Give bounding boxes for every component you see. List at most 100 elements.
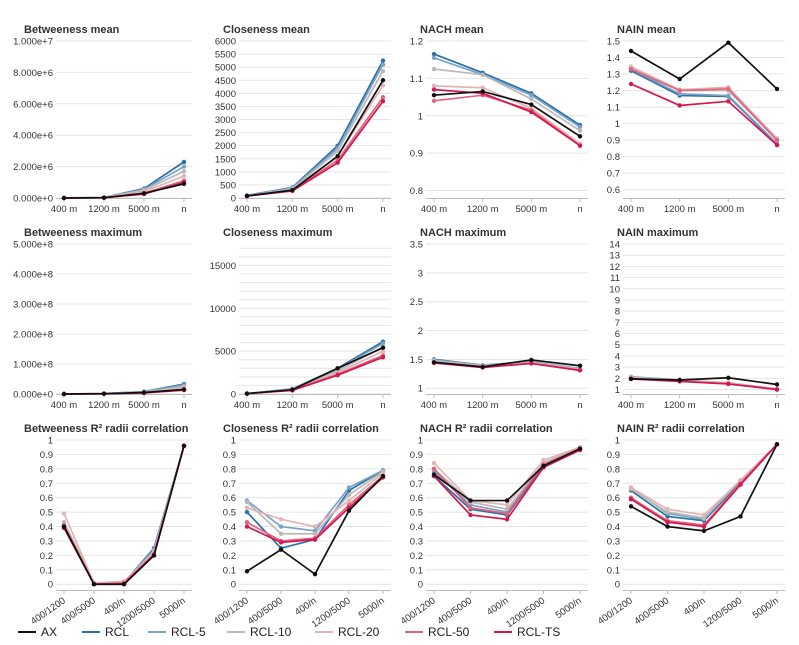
chart-panel: Closeness mean 0 500 1000 1500 2000 2500 3000 35… bbox=[215, 24, 391, 215]
data-point-ax bbox=[181, 387, 187, 392]
y-tick-label: 0.4 bbox=[40, 522, 53, 533]
data-point-rcl-50 bbox=[431, 466, 437, 472]
y-tick-label: 8.000e+6 bbox=[13, 68, 53, 79]
legend-label: RCL-20 bbox=[338, 625, 380, 639]
legend-item-rcl-5: RCL-5 bbox=[148, 624, 206, 640]
y-tick-label: 0.6 bbox=[410, 493, 423, 504]
data-point-rcl-50 bbox=[628, 66, 634, 72]
y-tick-label: 1.5 bbox=[607, 37, 620, 48]
x-tick-label: 1200 m bbox=[88, 204, 120, 215]
panel-title: NAIN mean bbox=[617, 24, 676, 36]
y-tick-label: 1 bbox=[418, 384, 423, 395]
y-tick-label: 1 bbox=[418, 436, 423, 447]
data-point-rcl-ts bbox=[529, 109, 534, 115]
data-point-rcl-10 bbox=[346, 492, 352, 498]
series-line-rcl-5 bbox=[630, 443, 778, 521]
x-tick-label: 400 m bbox=[234, 400, 260, 411]
data-point-ax bbox=[290, 387, 295, 392]
data-point-ax bbox=[726, 375, 731, 380]
y-tick-label: 1.5 bbox=[410, 355, 423, 366]
data-point-rcl-20 bbox=[628, 485, 634, 490]
legend-item-rcl-10: RCL-10 bbox=[227, 624, 291, 640]
data-point-rcl bbox=[181, 159, 187, 165]
y-tick-label: 4 bbox=[615, 351, 620, 362]
data-point-ax bbox=[335, 153, 340, 159]
x-tick-label: 400/n bbox=[293, 595, 319, 618]
data-point-rcl-20 bbox=[380, 83, 386, 88]
data-point-rcl-5 bbox=[278, 524, 284, 529]
data-point-rcl-20 bbox=[480, 85, 485, 90]
series-line-ax bbox=[630, 41, 778, 90]
panel-title: NAIN R² radii correlation bbox=[617, 423, 745, 435]
data-point-rcl-20 bbox=[541, 457, 546, 463]
data-point-ax bbox=[61, 195, 67, 201]
series-line-rcl-5 bbox=[433, 57, 581, 128]
x-tick-label: 400 m bbox=[421, 400, 447, 411]
data-point-ax bbox=[480, 364, 485, 370]
y-tick-label: 0.9 bbox=[223, 450, 236, 461]
chart-panel: Betweeness mean 0.000e+0 2.000e+6 4.000e+6 6… bbox=[13, 24, 192, 215]
series-line-ax bbox=[433, 359, 581, 368]
y-tick-label: 1.000e+8 bbox=[13, 360, 53, 371]
data-point-rcl bbox=[431, 51, 437, 57]
x-tick-label: 5000 m bbox=[515, 204, 547, 215]
data-point-ax bbox=[431, 93, 437, 98]
data-point-ax bbox=[121, 582, 127, 587]
legend: AX RCL RCL-5 RCL-10 RCL-20 RCL-50 RCL-TS bbox=[0, 618, 799, 644]
data-point-rcl-50 bbox=[431, 98, 437, 104]
chart-panel: NAIN mean 0.6 0.7 0.8 0.9 1 1.1 1.2 1.3 1.4 1.5 400… bbox=[607, 24, 785, 215]
data-point-ax bbox=[726, 40, 731, 45]
data-point-ax bbox=[529, 102, 534, 107]
data-point-rcl-20 bbox=[504, 502, 510, 508]
panel-title: NACH mean bbox=[420, 24, 484, 36]
x-tick-label: n bbox=[181, 204, 186, 215]
series-line-rcl-ts bbox=[630, 378, 778, 391]
x-tick-label: 400 m bbox=[421, 204, 447, 215]
y-tick-label: 0.6 bbox=[223, 493, 236, 504]
y-tick-label: 2.000e+8 bbox=[13, 330, 53, 341]
y-tick-label: 3 bbox=[615, 363, 620, 374]
x-tick-label: n bbox=[380, 204, 385, 215]
x-tick-label: 5000 m bbox=[128, 400, 160, 411]
y-tick-label: 3500 bbox=[215, 102, 236, 113]
y-tick-label: 0.4 bbox=[223, 522, 236, 533]
data-point-rcl bbox=[380, 58, 386, 63]
data-point-ax bbox=[181, 443, 187, 448]
data-point-rcl-ts bbox=[278, 540, 284, 545]
series-line-ax bbox=[246, 79, 384, 197]
x-tick-label: 400 m bbox=[618, 204, 644, 215]
y-tick-label: 1500 bbox=[215, 154, 236, 165]
chart-panel: Betweeness R² radii correlation 0 0.1 0.2 0.… bbox=[24, 423, 192, 630]
y-tick-label: 5500 bbox=[215, 50, 236, 61]
y-tick-label: 0.7 bbox=[223, 479, 236, 490]
y-tick-label: 11 bbox=[610, 273, 620, 284]
legend-label: RCL-10 bbox=[250, 625, 292, 639]
series-line-rcl-ts bbox=[630, 83, 778, 146]
chart-panel: NACH mean 0.8 0.9 1 1.1 1.2 400 m 1200 m 5000 m n bbox=[410, 24, 588, 215]
y-tick-label: 0.4 bbox=[607, 522, 620, 533]
y-tick-label: 2 bbox=[418, 326, 423, 337]
x-tick-label: 400/n bbox=[682, 595, 708, 618]
data-point-rcl-ts bbox=[665, 520, 670, 525]
y-tick-label: 0 bbox=[48, 580, 53, 591]
legend-label: RCL-5 bbox=[171, 625, 206, 639]
series-line-rcl bbox=[433, 53, 581, 126]
x-tick-label: n bbox=[577, 400, 582, 411]
data-point-ax bbox=[380, 345, 386, 350]
data-point-rcl-ts bbox=[774, 142, 780, 148]
series-line-rcl bbox=[630, 443, 778, 522]
series-line-rcl-ts bbox=[433, 88, 581, 147]
y-tick-label: 0.2 bbox=[410, 551, 423, 562]
x-tick-label: n bbox=[577, 204, 582, 215]
data-point-ax bbox=[181, 181, 187, 187]
data-point-ax bbox=[101, 391, 107, 396]
y-tick-label: 0.000e+0 bbox=[13, 194, 53, 205]
data-point-rcl-10 bbox=[312, 531, 318, 536]
y-tick-label: 6 bbox=[615, 329, 620, 340]
data-point-ax bbox=[677, 377, 682, 383]
data-point-rcl-ts bbox=[380, 354, 386, 360]
y-tick-label: 4.000e+6 bbox=[13, 131, 53, 142]
y-tick-label: 0.7 bbox=[607, 479, 620, 490]
series-line-ax bbox=[63, 388, 185, 395]
data-point-rcl-50 bbox=[726, 86, 731, 92]
